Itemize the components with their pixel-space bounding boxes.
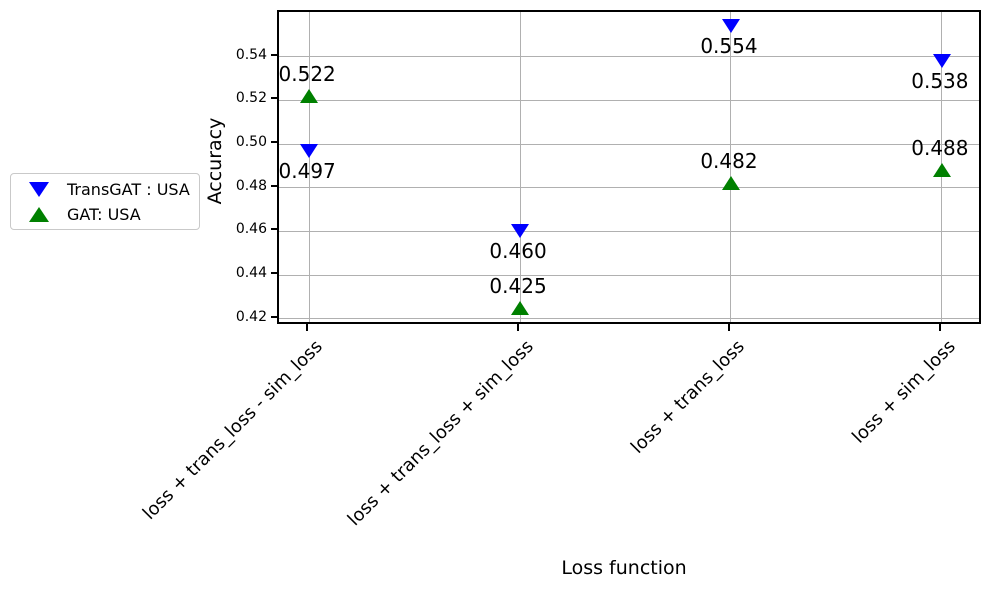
legend: TransGAT : USA GAT: USA [10,173,200,230]
y-tick-mark [271,97,277,100]
y-tick-label: 0.52 [235,90,267,107]
x-tick-label: loss + trans_loss + sim_loss [343,336,538,531]
data-point-value-label: 0.460 [489,239,547,264]
y-tick-label: 0.54 [235,46,267,63]
x-tick-mark [517,324,520,331]
gridline-horizontal [279,318,979,320]
data-point-marker [300,88,319,103]
x-tick-mark [938,324,941,331]
y-tick-mark [271,184,277,187]
data-point-value-label: 0.488 [911,136,969,161]
x-tick-mark [727,324,730,331]
plot-area [277,10,981,324]
y-tick-label: 0.48 [235,177,267,194]
data-point-value-label: 0.522 [278,61,336,86]
y-tick-label: 0.44 [235,265,267,282]
x-tick-label: loss + sim_loss [848,336,960,448]
y-tick-label: 0.50 [235,134,267,151]
triangle-down-icon [29,182,49,197]
gridline-horizontal [279,143,979,145]
data-point-marker [721,18,740,33]
y-tick-mark [271,272,277,275]
y-tick-label: 0.42 [235,308,267,325]
y-tick-mark [271,141,277,144]
data-point-value-label: 0.425 [489,274,547,298]
data-point-value-label: 0.497 [278,158,336,183]
x-tick-label: loss + trans_loss [626,336,749,458]
data-point-marker [721,176,740,191]
x-tick-label: loss + trans_loss - sim_loss [138,336,328,525]
gridline-horizontal [279,187,979,189]
legend-entry-transgat: TransGAT : USA [11,177,199,202]
legend-entry-gat: GAT: USA [11,202,199,227]
gridline-horizontal [279,99,979,101]
data-point-value-label: 0.554 [700,33,758,58]
gridline-horizontal [279,56,979,58]
data-point-value-label: 0.482 [700,149,758,174]
gridline-vertical [308,12,310,322]
gridline-vertical [730,12,732,322]
x-axis-label: Loss function [561,557,687,579]
triangle-up-icon [29,207,49,222]
y-tick-label: 0.46 [235,221,267,238]
data-point-marker [932,53,951,68]
y-tick-mark [271,228,277,231]
y-tick-mark [271,53,277,56]
data-point-marker [511,301,530,315]
data-point-value-label: 0.538 [911,68,969,93]
y-tick-mark [271,315,277,318]
data-point-marker [932,163,951,178]
legend-label: TransGAT : USA [67,180,190,199]
data-point-marker [511,224,530,239]
x-tick-mark [306,324,309,331]
gridline-horizontal [279,230,979,232]
gridline-horizontal [279,274,979,276]
gridline-vertical [519,12,521,322]
legend-label: GAT: USA [67,205,141,224]
data-point-marker [300,143,319,158]
